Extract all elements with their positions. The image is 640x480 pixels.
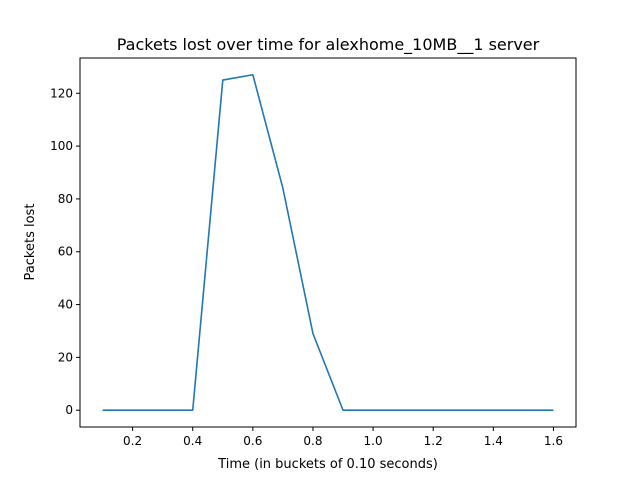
x-axis-ticks: 0.2 0.4 0.6 0.8 1.0 1.2 1.4 1.6 [123, 427, 563, 448]
x-tick-label: 1.6 [544, 434, 563, 448]
x-tick-label: 0.2 [123, 434, 142, 448]
series-layer [102, 73, 554, 412]
y-axis-label: Packets lost [23, 204, 38, 281]
y-tick-label: 100 [50, 139, 73, 153]
plot-area [79, 57, 577, 428]
y-tick-label: 40 [58, 298, 73, 312]
x-tick-label: 1.0 [364, 434, 383, 448]
x-tick-label: 1.2 [424, 434, 443, 448]
axes-frame [79, 57, 577, 428]
y-tick-label: 20 [58, 350, 73, 364]
series-line [102, 73, 554, 412]
x-tick-label: 0.6 [243, 434, 262, 448]
chart-title: Packets lost over time for alexhome_10MB… [117, 35, 540, 55]
x-tick-label: 0.8 [303, 434, 322, 448]
y-tick-label: 120 [50, 86, 73, 100]
x-tick-label: 0.4 [183, 434, 202, 448]
y-axis-ticks: 0 20 40 60 80 100 120 [50, 86, 80, 417]
y-tick-label: 60 [58, 245, 73, 259]
y-tick-label: 0 [65, 403, 73, 417]
x-tick-label: 1.4 [484, 434, 503, 448]
y-tick-label: 80 [58, 192, 73, 206]
x-axis-label: Time (in buckets of 0.10 seconds) [217, 457, 438, 472]
